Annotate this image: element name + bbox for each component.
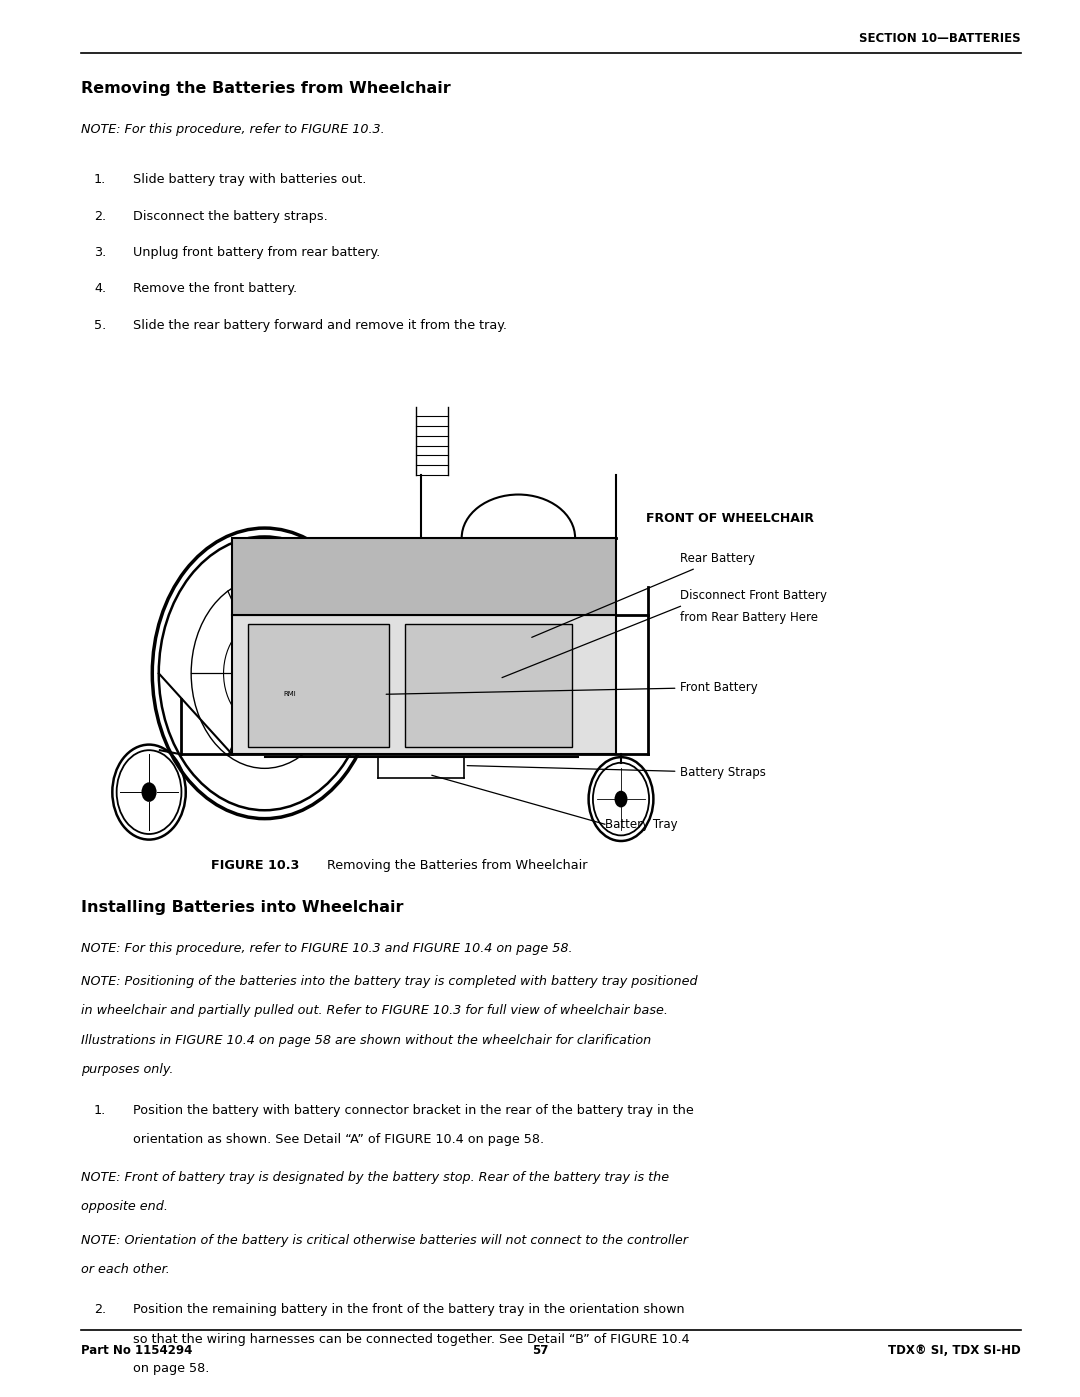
Text: FRONT OF WHEELCHAIR: FRONT OF WHEELCHAIR [646,513,814,525]
Text: NOTE: Front of battery tray is designated by the battery stop. Rear of the batte: NOTE: Front of battery tray is designate… [81,1171,670,1183]
Text: 2.: 2. [94,1303,106,1316]
Text: Illustrations in FIGURE 10.4 on page 58 are shown without the wheelchair for cla: Illustrations in FIGURE 10.4 on page 58 … [81,1034,651,1046]
Text: TDX® SI, TDX SI-HD: TDX® SI, TDX SI-HD [888,1344,1021,1356]
Text: from Rear Battery Here: from Rear Battery Here [680,610,819,624]
Text: 1.: 1. [94,173,106,186]
Text: Front Battery: Front Battery [387,680,758,694]
Text: SECTION 10—BATTERIES: SECTION 10—BATTERIES [859,32,1021,45]
Circle shape [615,791,627,807]
Text: Disconnect the battery straps.: Disconnect the battery straps. [133,210,327,222]
Text: NOTE: Orientation of the battery is critical otherwise batteries will not connec: NOTE: Orientation of the battery is crit… [81,1234,688,1246]
Text: Slide battery tray with batteries out.: Slide battery tray with batteries out. [133,173,366,186]
Text: purposes only.: purposes only. [81,1063,174,1076]
Bar [248,624,389,747]
Text: NOTE: For this procedure, refer to FIGURE 10.3.: NOTE: For this procedure, refer to FIGUR… [81,123,384,136]
Text: 2.: 2. [94,210,106,222]
Text: 57: 57 [531,1344,549,1356]
Text: 1.: 1. [94,1104,106,1116]
Text: Slide the rear battery forward and remove it from the tray.: Slide the rear battery forward and remov… [133,319,507,331]
Text: Unplug front battery from rear battery.: Unplug front battery from rear battery. [133,246,380,258]
Text: Position the battery with battery connector bracket in the rear of the battery t: Position the battery with battery connec… [133,1104,693,1116]
Text: Remove the front battery.: Remove the front battery. [133,282,297,295]
Text: Battery Tray: Battery Tray [605,817,677,831]
Text: so that the wiring harnesses can be connected together. See Detail “B” of FIGURE: so that the wiring harnesses can be conn… [133,1333,689,1345]
Text: or each other.: or each other. [81,1263,170,1275]
Circle shape [252,657,278,690]
Text: in wheelchair and partially pulled out. Refer to FIGURE 10.3 for full view of wh: in wheelchair and partially pulled out. … [81,1004,667,1017]
Text: Disconnect Front Battery: Disconnect Front Battery [680,588,827,602]
Text: Installing Batteries into Wheelchair: Installing Batteries into Wheelchair [81,900,404,915]
Text: 5.: 5. [94,319,106,331]
Text: Part No 1154294: Part No 1154294 [81,1344,192,1356]
Text: Removing the Batteries from Wheelchair: Removing the Batteries from Wheelchair [81,81,450,96]
Text: on page 58.: on page 58. [133,1362,210,1375]
Text: NOTE: For this procedure, refer to FIGURE 10.3 and FIGURE 10.4 on page 58.: NOTE: For this procedure, refer to FIGUR… [81,942,572,954]
Circle shape [141,782,157,802]
Bar [232,615,616,754]
Text: 3.: 3. [94,246,106,258]
Bar [405,624,572,747]
Text: Position the remaining battery in the front of the battery tray in the orientati: Position the remaining battery in the fr… [133,1303,685,1316]
Text: FIGURE 10.3: FIGURE 10.3 [211,859,299,872]
Text: NOTE: Positioning of the batteries into the battery tray is completed with batte: NOTE: Positioning of the batteries into … [81,975,698,988]
Text: orientation as shown. See Detail “A” of FIGURE 10.4 on page 58.: orientation as shown. See Detail “A” of … [133,1133,544,1146]
Text: 4.: 4. [94,282,106,295]
Bar [232,538,616,615]
Text: Removing the Batteries from Wheelchair: Removing the Batteries from Wheelchair [327,859,588,872]
Text: opposite end.: opposite end. [81,1200,167,1213]
Text: Battery Straps: Battery Straps [468,766,767,780]
Text: Rear Battery: Rear Battery [531,552,755,637]
Text: RMI: RMI [283,692,296,697]
